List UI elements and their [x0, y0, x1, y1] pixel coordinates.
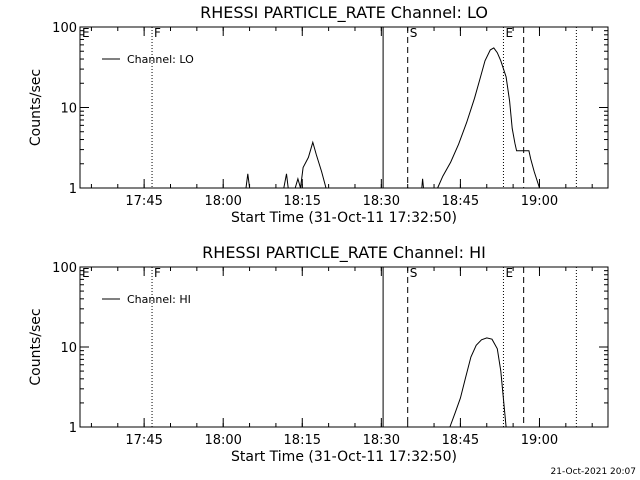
- y-tick-label: 10: [60, 102, 77, 117]
- y-axis-label: Counts/sec: [28, 308, 44, 385]
- legend-label: Channel: LO: [127, 53, 194, 66]
- event-marker-label: S: [410, 26, 418, 40]
- x-tick-label: 18:15: [284, 433, 321, 448]
- panel-lo: RHESSI PARTICLE_RATE Channel: LO E F S E 1 10 1…: [28, 3, 609, 226]
- data-line-segment: [421, 178, 424, 189]
- x-tick-label: 17:45: [125, 194, 162, 209]
- footer-timestamp: 21-Oct-2021 20:07: [551, 467, 636, 477]
- y-axis-label: Counts/sec: [28, 69, 44, 146]
- y-tick-label: 1: [69, 421, 77, 436]
- event-marker-label: E: [505, 266, 513, 280]
- data-line-segment: [437, 47, 540, 189]
- x-tick-label: 18:45: [442, 433, 479, 448]
- event-marker-label: F: [154, 26, 161, 40]
- x-tick-label: 17:45: [125, 433, 162, 448]
- x-tick-label: 19:00: [521, 194, 558, 209]
- plot-frame: [79, 266, 609, 428]
- x-tick-label: 18:30: [363, 194, 400, 209]
- x-tick-label: 18:00: [204, 433, 241, 448]
- event-marker-label: E: [82, 26, 90, 40]
- plot-frame: [79, 26, 609, 189]
- data-line-segment: [294, 140, 327, 189]
- x-tick-label: 19:00: [521, 433, 558, 448]
- event-marker-label: E: [505, 26, 513, 40]
- legend-label: Channel: HI: [127, 293, 191, 306]
- event-marker-label: S: [410, 266, 418, 280]
- y-tick-label: 100: [52, 261, 77, 276]
- x-tick-label: 18:45: [442, 194, 479, 209]
- y-tick-label: 100: [52, 21, 77, 36]
- x-tick-label: 18:30: [363, 433, 400, 448]
- event-marker-label: E: [82, 266, 90, 280]
- x-axis-label: Start Time (31-Oct-11 17:32:50): [231, 449, 457, 465]
- chart-title: RHESSI PARTICLE_RATE Channel: LO: [200, 3, 488, 23]
- x-tick-label: 18:00: [204, 194, 241, 209]
- data-line-segment: [245, 173, 251, 189]
- data-line-segment: [283, 173, 289, 189]
- event-marker-label: F: [154, 266, 161, 280]
- panel-hi: RHESSI PARTICLE_RATE Channel: HI E F S E 1 10 1…: [28, 243, 609, 465]
- y-tick-label: 1: [69, 182, 77, 197]
- y-tick-label: 10: [60, 341, 77, 356]
- x-axis-label: Start Time (31-Oct-11 17:32:50): [231, 210, 457, 226]
- data-line-segment: [449, 337, 507, 428]
- x-tick-label: 18:15: [284, 194, 321, 209]
- chart-title: RHESSI PARTICLE_RATE Channel: HI: [202, 243, 486, 263]
